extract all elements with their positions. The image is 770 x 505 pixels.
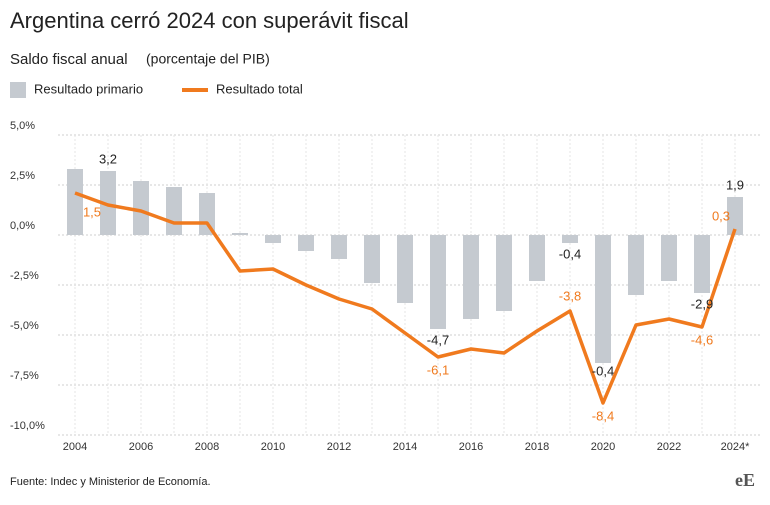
x-tick-label: 2010 bbox=[261, 441, 285, 453]
bar bbox=[694, 235, 710, 293]
bar bbox=[166, 187, 182, 235]
bar bbox=[265, 235, 281, 243]
bar bbox=[397, 235, 413, 303]
data-label: 0,3 bbox=[712, 208, 730, 223]
legend-swatch bbox=[10, 82, 26, 98]
y-tick-label: 5,0% bbox=[10, 120, 35, 132]
data-label: 1,9 bbox=[726, 177, 744, 192]
bar bbox=[529, 235, 545, 281]
subtitle-note: (porcentaje del PIB) bbox=[146, 51, 270, 67]
bar bbox=[628, 235, 644, 295]
bar bbox=[331, 235, 347, 259]
bar bbox=[232, 233, 248, 235]
x-tick-label: 2014 bbox=[393, 441, 417, 453]
y-tick-label: 2,5% bbox=[10, 170, 35, 182]
bar bbox=[133, 181, 149, 235]
y-tick-label: -2,5% bbox=[10, 270, 39, 282]
x-tick-label: 2006 bbox=[129, 441, 153, 453]
y-tick-label: 0,0% bbox=[10, 220, 35, 232]
legend-label: Resultado primario bbox=[34, 81, 143, 96]
x-tick-label: 2020 bbox=[591, 441, 615, 453]
subtitle: Saldo fiscal anual bbox=[10, 51, 128, 68]
bar bbox=[661, 235, 677, 281]
bar bbox=[67, 169, 83, 235]
x-tick-label: 2022 bbox=[657, 441, 681, 453]
bar bbox=[496, 235, 512, 311]
data-label: -4,7 bbox=[427, 332, 449, 347]
x-tick-label: 2018 bbox=[525, 441, 549, 453]
logo: eE bbox=[735, 470, 755, 490]
x-tick-label: 2016 bbox=[459, 441, 483, 453]
y-tick-label: -10,0% bbox=[10, 420, 45, 432]
x-tick-label: 2012 bbox=[327, 441, 351, 453]
data-label: 3,2 bbox=[99, 151, 117, 166]
bar bbox=[463, 235, 479, 319]
data-label: 1,5 bbox=[83, 204, 101, 219]
data-label: -6,1 bbox=[427, 362, 449, 377]
bar bbox=[100, 171, 116, 235]
data-label: -4,6 bbox=[691, 332, 713, 347]
bar bbox=[364, 235, 380, 283]
chart-title: Argentina cerró 2024 con superávit fisca… bbox=[10, 8, 409, 33]
y-tick-label: -7,5% bbox=[10, 370, 39, 382]
line bbox=[74, 191, 737, 405]
source: Fuente: Indec y Ministerior de Economía. bbox=[10, 476, 211, 488]
bar bbox=[727, 197, 743, 235]
x-tick-label: 2024* bbox=[721, 441, 750, 453]
y-tick-label: -5,0% bbox=[10, 320, 39, 332]
annotation: -0,4 bbox=[592, 363, 614, 378]
data-label: -8,4 bbox=[592, 408, 614, 423]
x-tick-label: 2004 bbox=[63, 441, 87, 453]
bar bbox=[430, 235, 446, 329]
bar bbox=[298, 235, 314, 251]
x-tick-label: 2008 bbox=[195, 441, 219, 453]
legend-label: Resultado total bbox=[216, 81, 303, 96]
data-label: -3,8 bbox=[559, 288, 581, 303]
data-label: -0,4 bbox=[559, 246, 581, 261]
bar bbox=[562, 235, 578, 243]
bar bbox=[595, 235, 611, 363]
data-label: -2,9 bbox=[691, 296, 713, 311]
